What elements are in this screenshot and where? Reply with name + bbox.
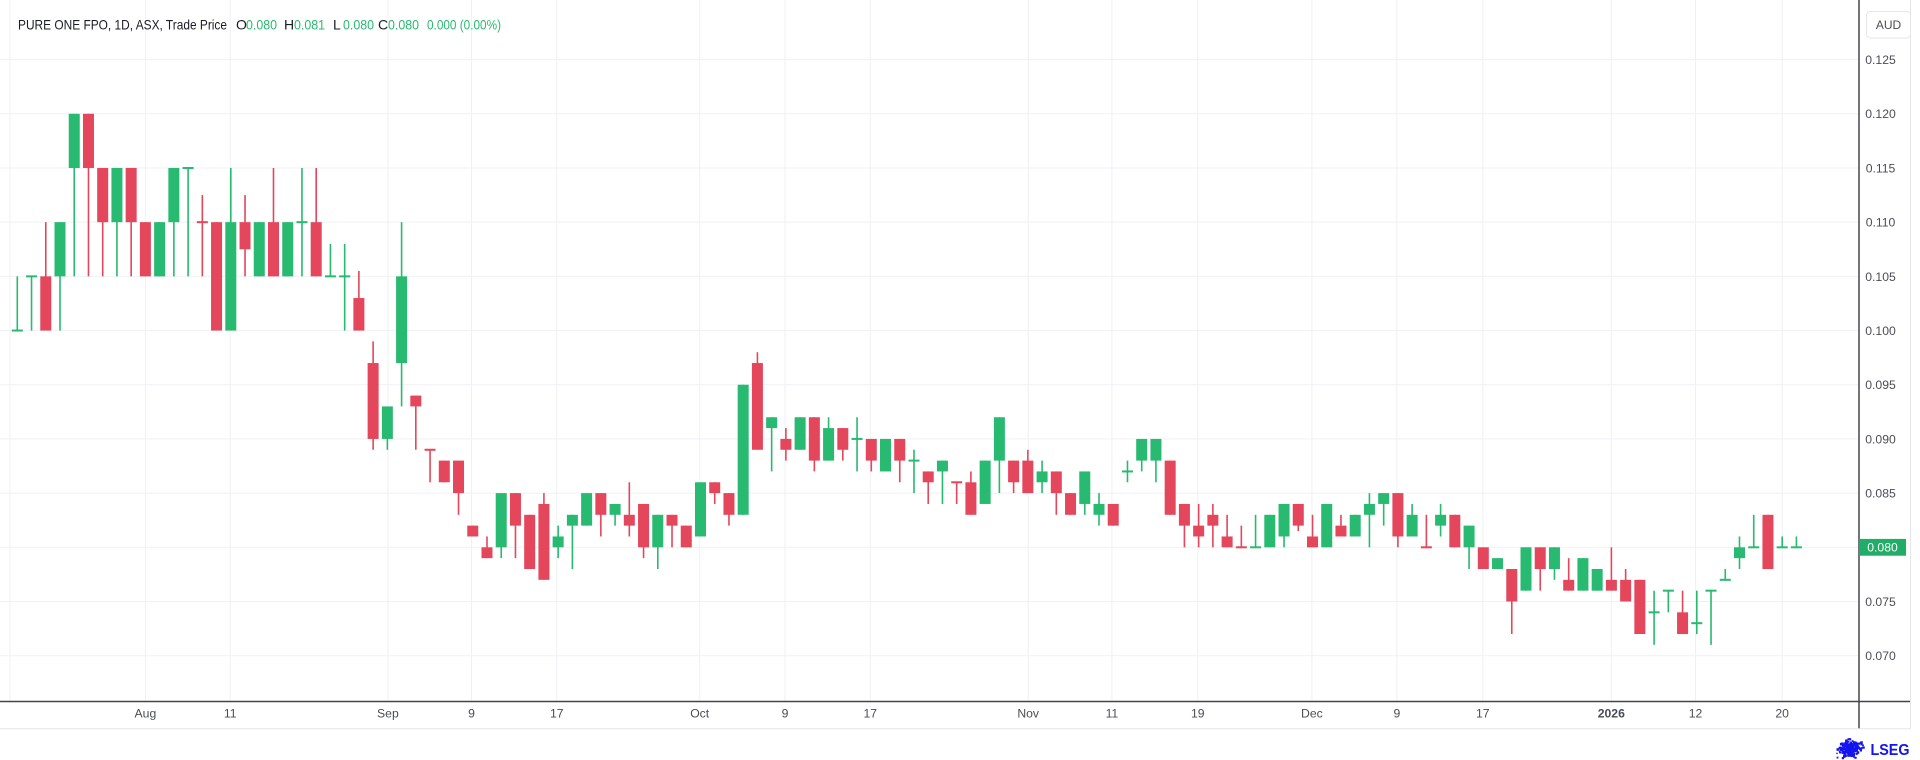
svg-text:0.125: 0.125 [1865, 53, 1896, 67]
svg-text:19: 19 [1191, 707, 1205, 721]
svg-text:Aug: Aug [135, 707, 157, 721]
svg-text:L: L [333, 17, 341, 33]
svg-text:17: 17 [550, 707, 564, 721]
svg-text:Oct: Oct [690, 707, 710, 721]
svg-text:11: 11 [1106, 707, 1119, 721]
svg-text:0.085: 0.085 [1865, 487, 1896, 501]
svg-text:12: 12 [1689, 707, 1703, 721]
svg-text:17: 17 [1476, 707, 1490, 721]
svg-text:9: 9 [782, 707, 789, 721]
svg-text:Dec: Dec [1301, 707, 1323, 721]
svg-text:0.080: 0.080 [246, 17, 277, 33]
svg-text:9: 9 [1394, 707, 1401, 721]
svg-text:0.081: 0.081 [294, 17, 325, 33]
svg-text:0.115: 0.115 [1866, 161, 1896, 175]
svg-text:0.090: 0.090 [1865, 432, 1896, 446]
svg-text:0.080: 0.080 [388, 17, 419, 33]
svg-text:0.120: 0.120 [1865, 107, 1896, 121]
svg-text:LSEG: LSEG [1871, 742, 1910, 759]
svg-text:2026: 2026 [1598, 707, 1625, 721]
svg-text:0.110: 0.110 [1866, 216, 1896, 230]
svg-text:0.095: 0.095 [1865, 378, 1896, 392]
svg-text:O: O [236, 17, 247, 33]
svg-text:0.080: 0.080 [1867, 541, 1898, 555]
svg-text:H: H [284, 17, 294, 33]
svg-text:Nov: Nov [1017, 707, 1040, 721]
svg-text:17: 17 [864, 707, 878, 721]
svg-text:0.080: 0.080 [343, 17, 374, 33]
svg-text:0.105: 0.105 [1865, 270, 1896, 284]
svg-text:0.075: 0.075 [1865, 595, 1896, 609]
svg-text:11: 11 [224, 707, 237, 721]
svg-text:0.100: 0.100 [1865, 324, 1896, 338]
svg-text:0.000 (0.00%): 0.000 (0.00%) [427, 17, 501, 33]
svg-text:20: 20 [1775, 707, 1789, 721]
svg-text:Sep: Sep [377, 707, 399, 721]
svg-text:9: 9 [468, 707, 475, 721]
svg-text:C: C [378, 17, 388, 33]
svg-text:PURE ONE FPO, 1D, ASX, Trade P: PURE ONE FPO, 1D, ASX, Trade Price [18, 17, 227, 33]
svg-text:AUD: AUD [1876, 18, 1902, 32]
svg-text:0.070: 0.070 [1865, 649, 1896, 663]
